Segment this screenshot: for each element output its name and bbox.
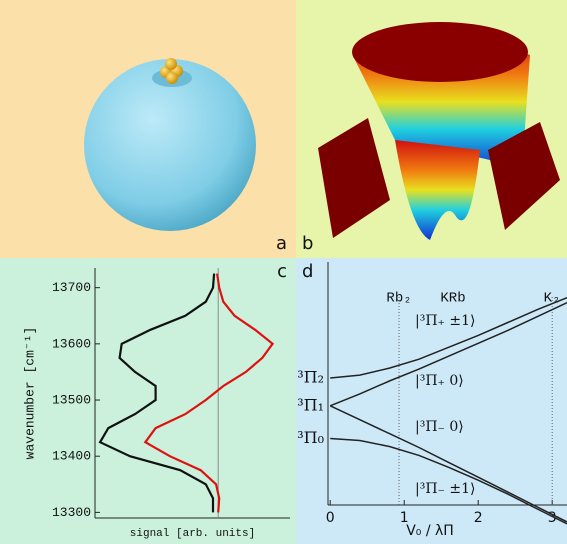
panel-label: b [302,233,313,254]
page: {"panel_labels": ["a", "b", "c", "d"], "… [0,0,567,544]
figure: a b c d 13300 13400 13500 13600 13700 wavenum… [0,0,567,544]
annotation: KRb [440,291,465,307]
curve-label: |³Π₊ ±1⟩ [415,313,475,329]
x-axis-label: signal [arb. units] [130,528,255,540]
panel-c-bg [0,258,296,544]
state-label: ³Π₀ [297,428,324,447]
marker-label: Rb₂ [386,291,411,307]
panel-label: c [277,261,287,282]
surface-top [352,22,528,82]
y-tick-label: 13400 [52,449,91,464]
y-tick-label: 13300 [52,505,91,520]
curve-label: |³Π₊ 0⟩ [415,373,464,389]
y-axis-label: wavenumber [cm⁻¹] [22,327,37,460]
y-tick-label: 13700 [52,280,91,295]
curve-label: |³Π₋ 0⟩ [415,419,464,435]
y-tick-label: 13600 [52,336,91,351]
panel-label: a [276,233,287,254]
x-tick-label: 0 [326,510,335,526]
atom [166,72,178,84]
atom [165,58,177,70]
state-label: ³Π₂ [297,368,324,387]
state-label: ³Π₁ [297,395,324,414]
panel-label: d [302,261,313,282]
curve-label: |³Π₋ ±1⟩ [415,481,475,497]
y-tick-label: 13500 [52,392,91,407]
x-axis-label: V₀ / λΠ [406,523,454,539]
x-tick-label: 2 [474,510,483,526]
